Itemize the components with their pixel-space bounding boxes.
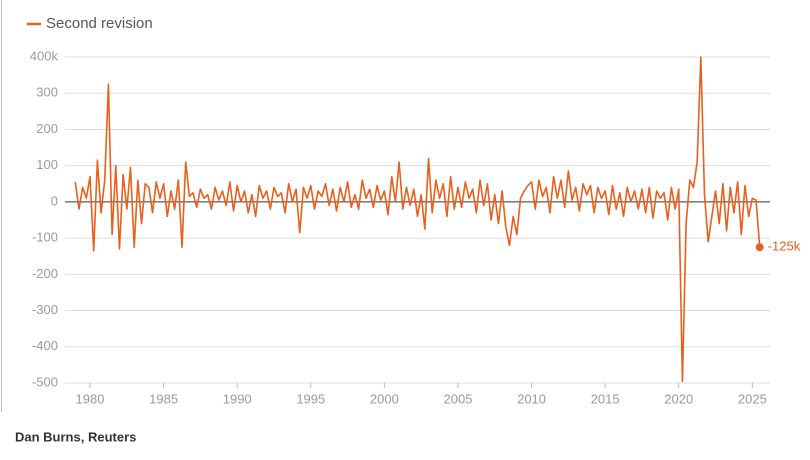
x-tick-label: 1980 — [76, 391, 105, 406]
y-tick-label: 0 — [51, 193, 58, 208]
series-line — [74, 56, 761, 382]
legend-label: Second revision — [46, 15, 153, 32]
y-tick-label: 200 — [36, 121, 58, 136]
y-tick-label: -300 — [32, 302, 58, 317]
y-tick-label: -200 — [32, 266, 58, 281]
y-tick-label: -100 — [32, 230, 58, 245]
x-tick-label: 2000 — [370, 391, 399, 406]
last-point — [755, 243, 764, 252]
x-tick-label: 2015 — [591, 391, 620, 406]
x-tick-label: 2020 — [664, 391, 693, 406]
source: Dan Burns, Reuters — [15, 429, 136, 444]
x-tick-label: 1985 — [149, 391, 178, 406]
annotation: -125k — [768, 239, 801, 254]
y-tick-label: -400 — [32, 338, 58, 353]
x-tick-label: 2025 — [738, 391, 767, 406]
y-tick-label: 300 — [36, 85, 58, 100]
y-tick-label: 100 — [36, 157, 58, 172]
x-tick-label: 2005 — [444, 391, 473, 406]
y-tick-label: 400k — [30, 48, 59, 63]
x-tick-label: 1990 — [223, 391, 252, 406]
x-tick-label: 1995 — [296, 391, 325, 406]
y-tick-label: -500 — [32, 374, 58, 389]
x-tick-label: 2010 — [517, 391, 546, 406]
